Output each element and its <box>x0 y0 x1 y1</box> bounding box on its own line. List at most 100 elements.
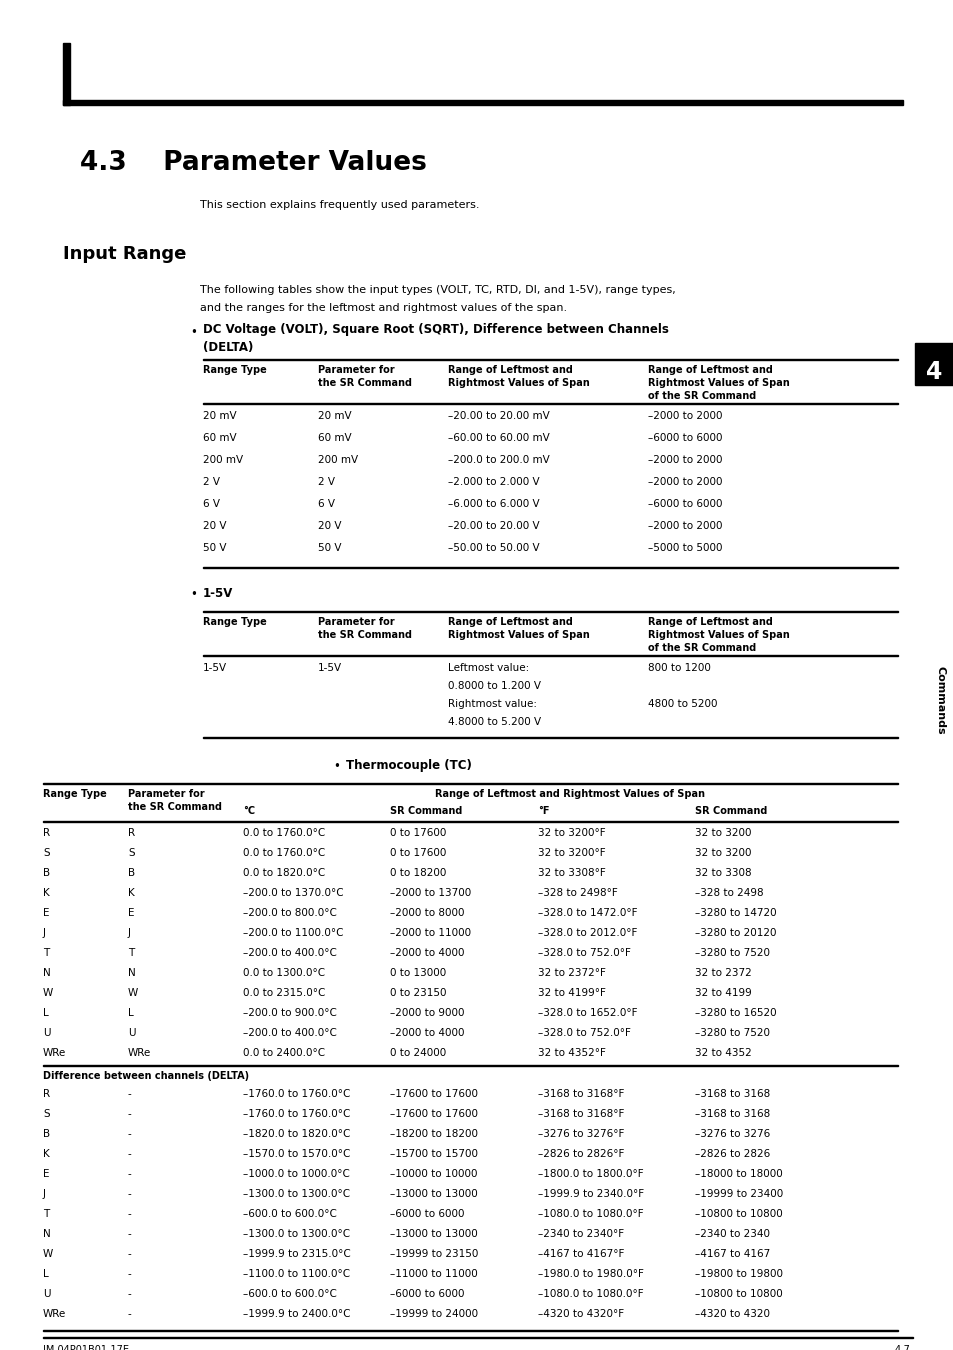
Text: The following tables show the input types (VOLT, TC, RTD, DI, and 1-5V), range t: The following tables show the input type… <box>200 285 675 296</box>
Bar <box>43 1065 897 1066</box>
Text: –4320 to 4320°F: –4320 to 4320°F <box>537 1310 623 1319</box>
Text: –17600 to 17600: –17600 to 17600 <box>390 1108 477 1119</box>
Text: –2000 to 2000: –2000 to 2000 <box>647 521 721 531</box>
Text: –3280 to 16520: –3280 to 16520 <box>695 1008 776 1018</box>
Text: °C: °C <box>243 806 254 815</box>
Bar <box>203 610 897 612</box>
Text: –200.0 to 400.0°C: –200.0 to 400.0°C <box>243 1027 336 1038</box>
Text: –200.0 to 200.0 mV: –200.0 to 200.0 mV <box>448 455 549 464</box>
Text: T: T <box>43 1210 50 1219</box>
Text: K: K <box>43 888 50 898</box>
Text: Rightmost value:: Rightmost value: <box>448 699 537 709</box>
Text: 32 to 3200: 32 to 3200 <box>695 848 751 859</box>
Text: U: U <box>128 1027 135 1038</box>
Text: (DELTA): (DELTA) <box>203 342 253 354</box>
Text: 4.8000 to 5.200 V: 4.8000 to 5.200 V <box>448 717 540 728</box>
Text: 32 to 3308: 32 to 3308 <box>695 868 751 878</box>
Text: B: B <box>43 868 51 878</box>
Text: 0.0 to 1760.0°C: 0.0 to 1760.0°C <box>243 828 325 838</box>
Text: –1300.0 to 1300.0°C: –1300.0 to 1300.0°C <box>243 1189 350 1199</box>
Text: and the ranges for the leftmost and rightmost values of the span.: and the ranges for the leftmost and righ… <box>200 302 566 313</box>
Text: 1-5V: 1-5V <box>203 587 233 599</box>
Text: –6000 to 6000: –6000 to 6000 <box>390 1289 464 1299</box>
Text: -: - <box>128 1089 132 1099</box>
Text: –17600 to 17600: –17600 to 17600 <box>390 1089 477 1099</box>
Bar <box>914 343 952 385</box>
Text: –1760.0 to 1760.0°C: –1760.0 to 1760.0°C <box>243 1089 350 1099</box>
Text: 60 mV: 60 mV <box>203 433 236 443</box>
Text: –19999 to 23150: –19999 to 23150 <box>390 1249 477 1260</box>
Text: -: - <box>128 1210 132 1219</box>
Text: SR Command: SR Command <box>695 806 766 815</box>
Text: –6000 to 6000: –6000 to 6000 <box>390 1210 464 1219</box>
Text: –1080.0 to 1080.0°F: –1080.0 to 1080.0°F <box>537 1289 643 1299</box>
Text: –2000 to 9000: –2000 to 9000 <box>390 1008 464 1018</box>
Text: –60.00 to 60.00 mV: –60.00 to 60.00 mV <box>448 433 549 443</box>
Text: –2000 to 2000: –2000 to 2000 <box>647 455 721 464</box>
Text: •: • <box>190 589 196 601</box>
Text: U: U <box>43 1027 51 1038</box>
Text: 50 V: 50 V <box>203 543 226 554</box>
Text: –4167 to 4167: –4167 to 4167 <box>695 1249 769 1260</box>
Text: °F: °F <box>537 806 549 815</box>
Text: 32 to 2372°F: 32 to 2372°F <box>537 968 605 977</box>
Text: 0.0 to 1760.0°C: 0.0 to 1760.0°C <box>243 848 325 859</box>
Text: 50 V: 50 V <box>317 543 341 554</box>
Bar <box>203 737 897 738</box>
Text: –3168 to 3168°F: –3168 to 3168°F <box>537 1108 623 1119</box>
Text: Range of Leftmost and Rightmost Values of Span: Range of Leftmost and Rightmost Values o… <box>435 788 705 799</box>
Text: IM 04P01B01-17E: IM 04P01B01-17E <box>43 1345 129 1350</box>
Text: –20.00 to 20.00 V: –20.00 to 20.00 V <box>448 521 539 531</box>
Bar <box>203 359 897 360</box>
Text: Range of Leftmost and
Rightmost Values of Span: Range of Leftmost and Rightmost Values o… <box>448 617 589 640</box>
Text: –2.000 to 2.000 V: –2.000 to 2.000 V <box>448 477 539 487</box>
Text: 1-5V: 1-5V <box>203 663 227 674</box>
Text: –6000 to 6000: –6000 to 6000 <box>647 433 721 443</box>
Text: -: - <box>128 1169 132 1179</box>
Text: –2000 to 11000: –2000 to 11000 <box>390 927 471 938</box>
Text: L: L <box>128 1008 133 1018</box>
Text: –1760.0 to 1760.0°C: –1760.0 to 1760.0°C <box>243 1108 350 1119</box>
Text: WRe: WRe <box>128 1048 152 1058</box>
Text: –1999.9 to 2315.0°C: –1999.9 to 2315.0°C <box>243 1249 351 1260</box>
Text: Commands: Commands <box>935 666 945 734</box>
Text: T: T <box>43 948 50 958</box>
Text: -: - <box>128 1269 132 1278</box>
Text: –2826 to 2826°F: –2826 to 2826°F <box>537 1149 623 1160</box>
Text: Leftmost value:: Leftmost value: <box>448 663 529 674</box>
Text: 0 to 23150: 0 to 23150 <box>390 988 446 998</box>
Text: -: - <box>128 1149 132 1160</box>
Text: WRe: WRe <box>43 1048 66 1058</box>
Bar <box>43 1330 897 1331</box>
Text: K: K <box>128 888 134 898</box>
Text: Range of Leftmost and
Rightmost Values of Span
of the SR Command: Range of Leftmost and Rightmost Values o… <box>647 364 789 401</box>
Text: –200.0 to 1370.0°C: –200.0 to 1370.0°C <box>243 888 343 898</box>
Text: 4: 4 <box>924 360 942 383</box>
Text: –3276 to 3276°F: –3276 to 3276°F <box>537 1129 623 1139</box>
Text: T: T <box>128 948 134 958</box>
Text: 0 to 17600: 0 to 17600 <box>390 828 446 838</box>
Text: S: S <box>43 848 50 859</box>
Text: N: N <box>128 968 135 977</box>
Text: 6 V: 6 V <box>317 500 335 509</box>
Text: Parameter for
the SR Command: Parameter for the SR Command <box>317 617 412 640</box>
Text: 0 to 13000: 0 to 13000 <box>390 968 446 977</box>
Text: –2000 to 4000: –2000 to 4000 <box>390 948 464 958</box>
Text: N: N <box>43 968 51 977</box>
Text: Parameter for
the SR Command: Parameter for the SR Command <box>317 364 412 389</box>
Text: –3168 to 3168: –3168 to 3168 <box>695 1108 769 1119</box>
Text: –19999 to 24000: –19999 to 24000 <box>390 1310 477 1319</box>
Text: –2000 to 2000: –2000 to 2000 <box>647 477 721 487</box>
Text: R: R <box>128 828 135 838</box>
Text: 32 to 4352: 32 to 4352 <box>695 1048 751 1058</box>
Text: –3280 to 7520: –3280 to 7520 <box>695 1027 769 1038</box>
Text: E: E <box>128 909 134 918</box>
Text: –10000 to 10000: –10000 to 10000 <box>390 1169 477 1179</box>
Text: -: - <box>128 1108 132 1119</box>
Text: Range Type: Range Type <box>203 364 267 375</box>
Text: –2000 to 4000: –2000 to 4000 <box>390 1027 464 1038</box>
Text: 0 to 24000: 0 to 24000 <box>390 1048 446 1058</box>
Text: –19800 to 19800: –19800 to 19800 <box>695 1269 782 1278</box>
Text: –600.0 to 600.0°C: –600.0 to 600.0°C <box>243 1289 336 1299</box>
Text: 32 to 2372: 32 to 2372 <box>695 968 751 977</box>
